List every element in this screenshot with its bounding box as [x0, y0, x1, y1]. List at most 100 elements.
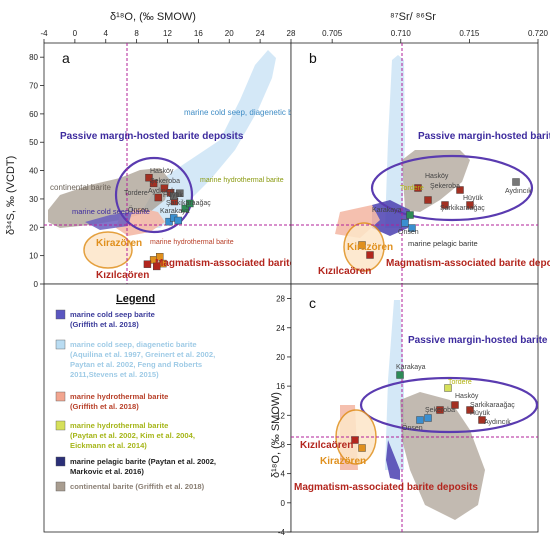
label-marine-hydro-yellow-a: marine hydrothermal barite [200, 177, 284, 184]
data-point-a [145, 173, 153, 182]
data-point-c [396, 371, 404, 379]
data-point-b [358, 241, 366, 249]
label-kizilcaoren-b: Kızılcaören [318, 266, 371, 277]
tick-label-y-c: 12 [276, 411, 285, 420]
label-passive-c: Passive margin-hosted barite deposits [408, 335, 550, 346]
legend-swatch [55, 309, 66, 320]
label-kizilcaoren-a: Kızılcaören [96, 270, 149, 281]
ylabel-a: δ³⁴S, ‰ (VCDT) [5, 156, 17, 235]
tick-label-y-c: 0 [281, 499, 286, 508]
tick-label-y-a: 70 [29, 82, 38, 91]
data-point-b [408, 224, 416, 232]
label-pelagic-b: marine pelagic barite [408, 239, 478, 248]
tick-label-x-b: 0.710 [391, 29, 412, 38]
tick-label-x-a: 12 [163, 29, 172, 38]
data-point-a [143, 260, 152, 268]
data-point-b [406, 211, 414, 219]
label-sarkikaraagac-b: Şarkikaraağaç [440, 205, 485, 212]
tick-label-y-a: 80 [29, 53, 38, 62]
tick-label-y-a: 10 [29, 252, 38, 261]
legend-item: marine hydrothermal barite (Paytan et al.… [70, 421, 195, 450]
label-magmatism-b: Magmatism-associated barite deposits [386, 258, 550, 269]
legend-frame [43, 283, 292, 533]
markers-a [143, 173, 194, 271]
panel-a: a marine cold seep, diagenetic barite Pa… [5, 11, 339, 289]
label-sekeroba-c: Şekeroba [425, 407, 455, 414]
label-kirazoren-b: Kirazören [347, 242, 393, 253]
tick-label-x-a: -4 [40, 29, 48, 38]
data-point-c [444, 384, 452, 392]
tick-label-y-a: 30 [29, 195, 38, 204]
label-haskoy-c: Hasköy [455, 393, 479, 400]
label-sekeroba-a: Şekeroba [150, 178, 180, 185]
tick-label-y-c: 4 [281, 470, 286, 479]
label-karakaya-b: Karakaya [372, 207, 402, 214]
tick-label-y-a: 20 [29, 223, 38, 232]
label-kizilcaoren-c: Kızılcaören [300, 440, 353, 451]
label-sarkikaraagac-a: Şarkikaraağaç [166, 200, 211, 207]
data-point-b [456, 186, 464, 194]
label-karakaya-c: Karakaya [396, 364, 426, 371]
data-point-c [436, 406, 444, 414]
tick-label-y-c: 28 [276, 295, 285, 304]
label-kirazoren-a: Kirazören [96, 238, 142, 249]
tick-label-x-a: 28 [287, 29, 296, 38]
panel-c: c Passive margin-hosted barite deposits … [270, 283, 550, 537]
tick-label-x-a: 8 [134, 29, 139, 38]
label-diagenetic-a: marine cold seep, diagenetic barite [184, 108, 309, 117]
tick-label-y-c: 20 [276, 353, 285, 362]
tick-label-x-a: 0 [73, 29, 78, 38]
legend-item: marine pelagic barite (Paytan et al. 200… [70, 457, 216, 476]
data-point-b [512, 178, 520, 186]
data-point-c [351, 436, 359, 444]
tick-label-x-b: 0.715 [459, 29, 480, 38]
data-point-c [466, 406, 474, 414]
label-karakaya-a: Karakaya [160, 208, 190, 215]
data-point-b [414, 184, 422, 192]
legend-swatch [55, 420, 66, 431]
label-sekeroba-b: Şekeroba [430, 183, 460, 190]
data-point-b [401, 219, 409, 227]
legend-item: marine cold seep barite (Griffith et al. … [70, 310, 155, 329]
label-huyuk-a: Hüyük [163, 192, 183, 199]
tick-label-x-a: 20 [225, 29, 234, 38]
data-point-a [181, 204, 189, 213]
tick-label-x-b: 0.720 [528, 29, 549, 38]
label-magmatism-a: Magmatism-associated barite deposits [155, 258, 339, 269]
data-point-a [156, 253, 164, 261]
label-aydincik-b: Aydıncık [505, 188, 532, 195]
label-tordere-a: Tordere [124, 190, 148, 197]
data-point-a [174, 216, 183, 225]
label-marine-hydro-red-a: marine hydrothermal barite [150, 239, 234, 246]
label-magmatism-c: Magmatism-associated barite deposits [294, 482, 478, 493]
tick-label-y-c: 8 [281, 440, 286, 449]
legend-swatch [55, 391, 66, 402]
data-point-c [424, 414, 432, 422]
markers-c [351, 371, 486, 452]
legend-swatch [55, 339, 66, 350]
panel-c-letter: c [309, 295, 316, 311]
label-kirazoren-c: Kirazören [320, 456, 366, 467]
ticks-c: -4 0 4 8 12 16 20 24 28 [276, 295, 291, 537]
passive-margin-ellipse-b [370, 154, 534, 222]
tick-label-y-a: 50 [29, 138, 38, 147]
label-haskoy-a: Hasköy [150, 168, 174, 175]
field-cold-seep-c [386, 440, 400, 480]
field-diagenetic-a [140, 50, 276, 228]
tick-label-x-a: 4 [104, 29, 109, 38]
kirazoren-ellipse-a [83, 231, 133, 269]
label-onsen-a: Önsen [128, 206, 149, 214]
data-point-c [478, 416, 486, 424]
data-point-a [169, 192, 178, 200]
label-aydincik-c: Aydıncık [484, 419, 511, 426]
label-huyuk-b: Hüyük [463, 195, 483, 202]
field-continental-c [400, 392, 485, 520]
data-point-c [451, 401, 459, 409]
ticks-a: -4 0 4 8 12 16 20 24 28 0 10 20 30 40 50 60 70 80 [29, 29, 296, 289]
data-point-a [154, 193, 162, 202]
label-passive-b: Passive margin-hosted barite deposits [418, 131, 550, 142]
label-tordere-b: Tordere [400, 185, 424, 192]
data-point-c [416, 416, 424, 424]
label-passive-a: Passive margin-hosted barite deposits [60, 131, 244, 142]
data-point-b [441, 201, 449, 209]
